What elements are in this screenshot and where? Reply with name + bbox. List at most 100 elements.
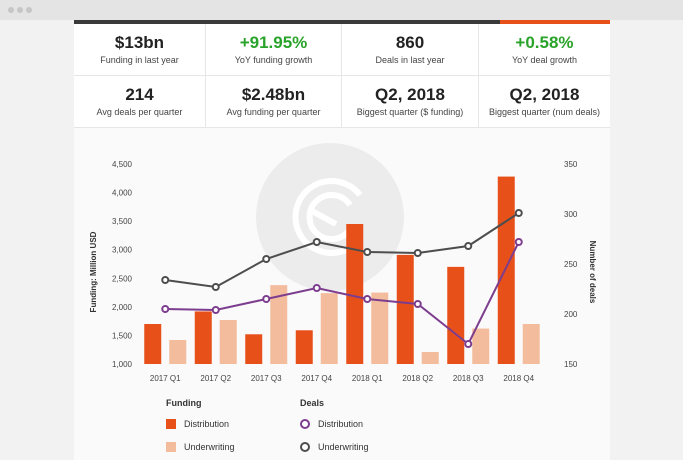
y2-tick-label: 250 <box>564 260 578 269</box>
deals-distribution-point <box>211 306 220 314</box>
y-axis-right: 150 200 250 300 350 <box>564 160 578 369</box>
deals-underwriting-point <box>363 248 372 256</box>
y-tick-label: 3,000 <box>112 246 133 255</box>
distribution-bar <box>497 176 515 364</box>
x-tick-label: 2018 Q2 <box>402 374 433 383</box>
x-tick-label: 2017 Q4 <box>301 374 332 383</box>
stat-value: Q2, 2018 <box>509 85 580 104</box>
y2-tick-label: 200 <box>564 310 578 319</box>
legend-deals-underwriting[interactable]: Underwriting <box>300 441 369 453</box>
distribution-bar <box>194 311 212 364</box>
stat-label: Biggest quarter (num deals) <box>488 107 601 117</box>
funding-deals-chart: 1,000 1,500 2,000 2,500 3,000 3,500 4,000 4,500… <box>89 143 597 383</box>
deals-distribution-line <box>165 241 520 346</box>
legend-funding-title: Funding <box>166 398 202 408</box>
legend-label: Underwriting <box>318 442 369 452</box>
deals-distribution-point <box>363 295 372 303</box>
deals-underwriting-point <box>262 255 271 263</box>
watermark-logo-icon <box>256 143 404 291</box>
deals-distribution-point <box>514 238 523 246</box>
x-axis: 2017 Q1 2017 Q2 2017 Q3 2017 Q4 2018 Q1 2018 … <box>150 374 535 383</box>
underwriting-bar <box>371 292 389 364</box>
y2-tick-label: 150 <box>564 360 578 369</box>
stat-biggest-quarter-deals: Q2, 2018 Biggest quarter (num deals) <box>479 76 610 128</box>
window-dot-icon[interactable] <box>26 7 32 13</box>
stat-value: $2.48bn <box>241 85 306 104</box>
stat-label: Funding in last year <box>100 55 179 65</box>
stat-value: Q2, 2018 <box>375 85 445 104</box>
y-tick-label: 1,500 <box>112 331 133 340</box>
deals-underwriting-point <box>161 276 170 284</box>
deals-distribution-point <box>413 300 422 308</box>
x-tick-label: 2017 Q1 <box>150 374 181 383</box>
distribution-bar <box>144 324 162 364</box>
browser-chrome <box>0 0 683 20</box>
deals-underwriting-point <box>514 209 523 217</box>
y-tick-label: 1,000 <box>112 360 133 369</box>
stat-yoy-deal-growth: +0.58% YoY deal growth <box>479 24 610 76</box>
legend-deals-distribution[interactable]: Distribution <box>300 418 363 430</box>
y-tick-label: 2,000 <box>112 303 133 312</box>
deals-underwriting-line <box>165 212 520 289</box>
y2-axis-label: Number of deals <box>588 241 597 304</box>
x-tick-label: 2018 Q3 <box>453 374 484 383</box>
underwriting-bar <box>421 352 439 364</box>
stat-avg-funding-per-quarter: $2.48bn Avg funding per quarter <box>206 76 342 128</box>
square-swatch-icon <box>166 419 176 429</box>
stat-label: YoY deal growth <box>511 55 578 65</box>
y-axis-label: Funding: Million USD <box>89 231 98 312</box>
top-bar <box>74 20 610 24</box>
y2-tick-label: 300 <box>564 210 578 219</box>
legend-label: Distribution <box>318 419 364 429</box>
top-bar-accent <box>500 20 610 24</box>
deals-distribution-point <box>161 305 170 313</box>
y-tick-label: 4,500 <box>112 160 133 169</box>
circle-marker-icon <box>300 442 310 452</box>
underwriting-bar <box>472 328 490 364</box>
deals-distribution-point <box>312 284 321 292</box>
stat-avg-deals-per-quarter: 214 Avg deals per quarter <box>74 76 206 128</box>
stat-value: $13bn <box>114 33 165 52</box>
y2-tick-label: 350 <box>564 160 578 169</box>
square-swatch-icon <box>166 442 176 452</box>
x-tick-label: 2017 Q2 <box>200 374 231 383</box>
legend-label: Underwriting <box>184 442 235 452</box>
stat-deals-last-year: 860 Deals in last year <box>342 24 479 76</box>
legend-funding-underwriting[interactable]: Underwriting <box>166 441 235 453</box>
y-axis-left: 1,000 1,500 2,000 2,500 3,000 3,500 4,000 4,500 <box>112 160 133 369</box>
dashboard-panel: $13bn Funding in last year +91.95% YoY f… <box>74 20 610 460</box>
distribution-bar <box>295 330 313 364</box>
deals-underwriting-point <box>464 242 473 250</box>
underwriting-bar <box>522 324 540 364</box>
stat-biggest-quarter-funding: Q2, 2018 Biggest quarter ($ funding) <box>342 76 479 128</box>
y-tick-label: 2,500 <box>112 274 133 283</box>
legend-funding-distribution[interactable]: Distribution <box>166 418 229 430</box>
stat-label: Avg deals per quarter <box>96 107 183 117</box>
legend-deals-title: Deals <box>300 398 325 408</box>
distribution-bar <box>396 254 414 364</box>
chart-area: 1,000 1,500 2,000 2,500 3,000 3,500 4,000 4,500… <box>74 128 610 460</box>
distribution-bar <box>346 224 364 364</box>
stat-label: Biggest quarter ($ funding) <box>356 107 464 117</box>
circle-marker-icon <box>300 419 310 429</box>
underwriting-bar <box>219 320 237 364</box>
underwriting-bar <box>320 293 338 364</box>
underwriting-bar <box>169 340 187 364</box>
stat-funding-last-year: $13bn Funding in last year <box>74 24 206 76</box>
stat-value: 214 <box>125 85 154 104</box>
browser-window: $13bn Funding in last year +91.95% YoY f… <box>0 20 683 460</box>
deals-underwriting-point <box>312 238 321 246</box>
deals-underwriting-point <box>211 283 220 291</box>
x-tick-label: 2017 Q3 <box>251 374 282 383</box>
y-tick-label: 3,500 <box>112 217 133 226</box>
stat-yoy-funding-growth: +91.95% YoY funding growth <box>206 24 342 76</box>
stat-label: Deals in last year <box>375 55 445 65</box>
window-dot-icon[interactable] <box>17 7 23 13</box>
stat-value: +0.58% <box>515 33 574 52</box>
stat-value: +91.95% <box>239 33 308 52</box>
deals-underwriting-point <box>413 249 422 257</box>
deals-distribution-point <box>262 295 271 303</box>
deals-distribution-point <box>464 340 473 348</box>
window-dot-icon[interactable] <box>8 7 14 13</box>
stat-value: 860 <box>395 33 425 52</box>
